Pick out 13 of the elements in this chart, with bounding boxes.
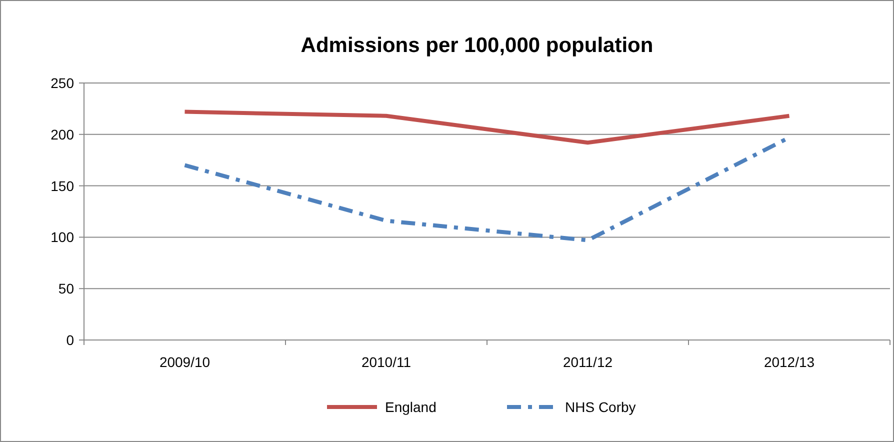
y-tick-label: 0 <box>66 332 74 348</box>
x-tick-label: 2011/12 <box>562 354 613 370</box>
x-tick-label: 2012/13 <box>764 354 815 370</box>
legend-label: NHS Corby <box>565 399 636 415</box>
chart-title: Admissions per 100,000 population <box>300 34 654 57</box>
y-tick-label: 250 <box>50 75 74 91</box>
legend-label: England <box>385 399 436 415</box>
y-tick-label: 50 <box>58 280 74 297</box>
x-tick-label: 2009/10 <box>159 354 210 370</box>
x-tick-label: 2010/11 <box>361 354 412 370</box>
y-tick-label: 100 <box>50 229 74 246</box>
y-tick-label: 150 <box>50 178 74 194</box>
y-tick-label: 200 <box>50 126 74 142</box>
